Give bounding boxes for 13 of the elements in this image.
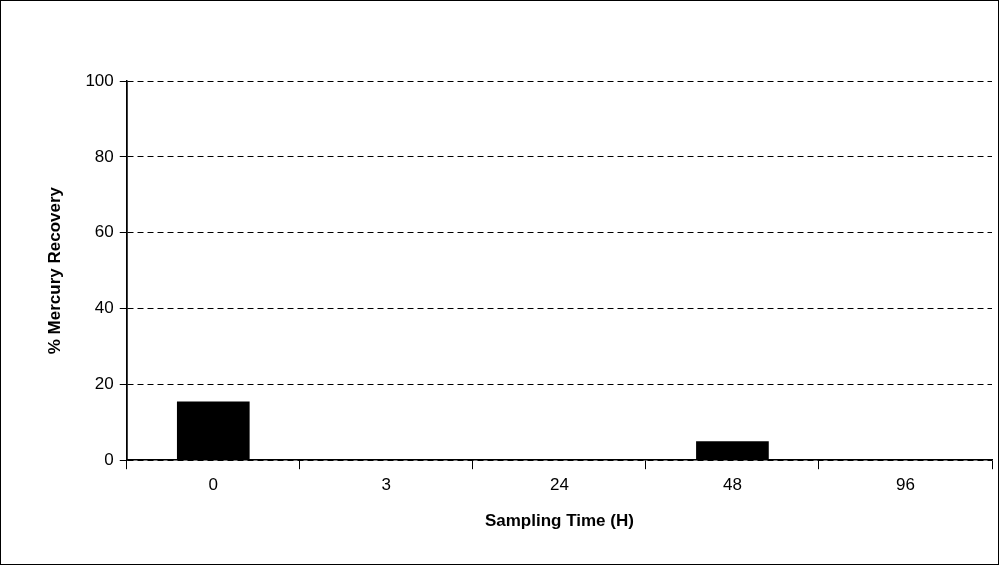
x-tick-label: 3 <box>381 475 392 495</box>
x-tick-label: 24 <box>549 475 569 495</box>
x-tick-label: 96 <box>896 475 915 495</box>
x-tick-label: 48 <box>722 475 742 495</box>
y-tick-label: 80 <box>94 146 114 166</box>
x-axis-title: Sampling Time (H) <box>484 511 634 531</box>
y-axis-title: % Mercury Recovery <box>44 186 64 355</box>
y-tick-label: 60 <box>94 222 114 242</box>
y-tick-label: 100 <box>85 70 114 90</box>
y-tick-label: 0 <box>104 449 114 469</box>
y-tick-label: 20 <box>94 374 114 394</box>
y-tick-label: 40 <box>94 298 114 318</box>
x-tick-label: 0 <box>208 475 219 495</box>
